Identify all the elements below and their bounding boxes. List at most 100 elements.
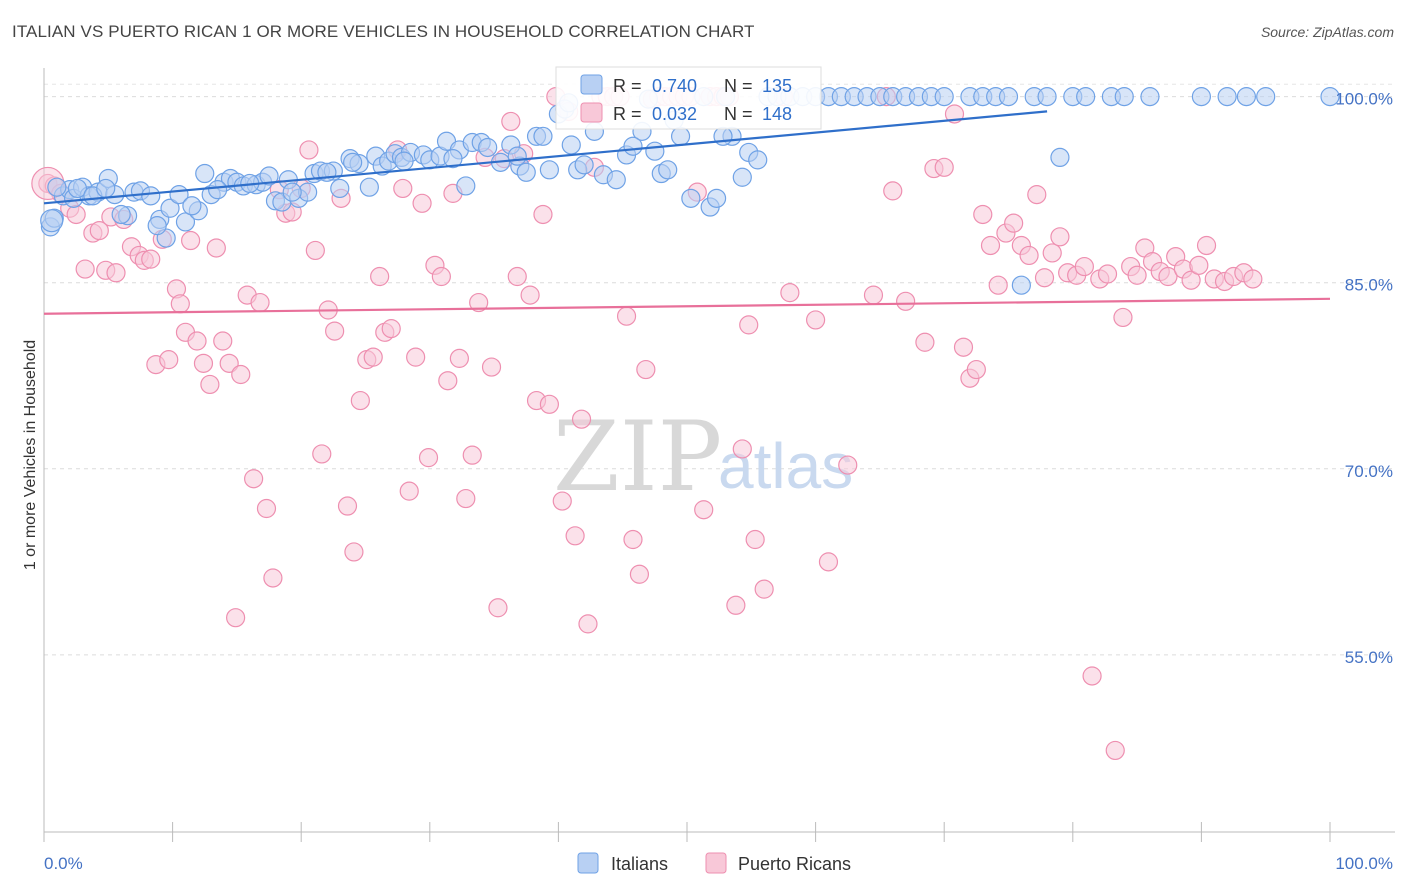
data-point <box>516 162 536 182</box>
data-point <box>565 526 585 546</box>
italians-trend-line <box>43 110 1048 205</box>
data-point <box>47 177 67 197</box>
data-point <box>106 263 126 283</box>
data-point <box>488 598 508 618</box>
data-point <box>443 149 463 169</box>
data-point <box>780 283 800 303</box>
data-point <box>399 481 419 501</box>
data-point <box>574 155 594 175</box>
italians-r-label: R = <box>613 76 642 96</box>
data-point <box>1113 307 1133 328</box>
data-point <box>141 186 161 206</box>
puerto-ricans-n-value: 148 <box>762 104 792 124</box>
data-point <box>1011 275 1031 295</box>
data-point <box>344 542 364 562</box>
data-point <box>1105 740 1125 761</box>
data-point <box>1127 265 1147 285</box>
data-point <box>1320 87 1340 107</box>
data-point <box>980 235 1001 256</box>
data-point <box>66 204 86 225</box>
data-point <box>1082 666 1102 686</box>
data-point <box>96 178 116 199</box>
data-point <box>754 579 774 599</box>
data-point <box>181 230 201 251</box>
data-point <box>636 359 656 380</box>
data-point <box>182 196 202 216</box>
data-point <box>231 364 251 385</box>
data-point <box>706 188 727 208</box>
data-point <box>456 176 476 196</box>
data-point <box>623 136 643 156</box>
data-point <box>147 216 167 236</box>
data-point <box>1140 87 1160 107</box>
data-point <box>739 315 759 335</box>
data-point <box>170 294 190 314</box>
data-point <box>539 160 559 180</box>
data-point <box>998 87 1019 107</box>
data-point <box>406 347 426 367</box>
data-point <box>988 275 1008 295</box>
legend-puerto-ricans-label: Puerto Ricans <box>738 854 851 874</box>
legend: Italians Puerto Ricans <box>577 852 851 874</box>
data-point <box>670 126 691 146</box>
data-point <box>520 285 540 305</box>
legend-italians-swatch <box>577 852 599 874</box>
data-point <box>1004 213 1024 233</box>
data-point <box>481 357 502 377</box>
data-point <box>953 337 974 357</box>
data-point <box>561 135 581 155</box>
data-point <box>616 306 637 326</box>
data-point <box>449 348 469 368</box>
data-point <box>438 371 458 391</box>
data-point <box>1236 87 1257 107</box>
data-point <box>681 188 701 208</box>
data-point <box>1097 264 1118 284</box>
data-point <box>934 157 954 177</box>
data-point <box>1050 147 1070 168</box>
data-point <box>838 455 858 475</box>
data-point <box>1034 268 1055 288</box>
data-point <box>462 445 482 465</box>
data-point <box>915 332 935 352</box>
puerto-ricans-swatch <box>580 102 603 123</box>
data-point <box>1074 256 1094 277</box>
y-tick-label: 85.0% <box>1345 276 1393 295</box>
data-point <box>305 240 325 261</box>
data-point <box>412 193 432 213</box>
data-point <box>213 331 233 351</box>
data-point <box>89 221 109 241</box>
data-point <box>282 182 302 202</box>
data-point <box>571 409 592 429</box>
data-point <box>208 180 228 200</box>
data-point <box>629 564 650 584</box>
italians-r-value: 0.740 <box>652 76 697 96</box>
data-point <box>160 198 180 218</box>
data-point <box>393 178 413 199</box>
puerto-ricans-points <box>31 87 1263 761</box>
y-tick-label: 100.0% <box>1335 90 1393 109</box>
puerto-ricans-n-label: N = <box>724 104 753 124</box>
data-point <box>1042 243 1062 263</box>
data-point <box>1076 87 1096 107</box>
data-point <box>193 353 214 373</box>
data-point <box>539 394 559 414</box>
italians-n-value: 135 <box>762 76 792 96</box>
data-point <box>259 166 279 186</box>
data-point <box>350 390 370 411</box>
data-point <box>745 529 765 550</box>
data-point <box>418 448 439 468</box>
x-tick-label-max: 100.0% <box>1335 854 1393 873</box>
data-point <box>1256 87 1276 107</box>
chart-source: Source: ZipAtlas.com <box>1260 24 1394 40</box>
watermark: ZIP atlas <box>553 401 853 513</box>
data-point <box>337 496 358 516</box>
data-point <box>533 204 553 225</box>
data-point <box>1037 87 1057 107</box>
data-point <box>394 151 414 171</box>
data-point <box>469 292 489 313</box>
data-point <box>206 238 226 258</box>
data-point <box>973 204 993 225</box>
data-point <box>1217 87 1237 107</box>
data-point <box>1243 269 1263 289</box>
data-point <box>694 500 714 520</box>
